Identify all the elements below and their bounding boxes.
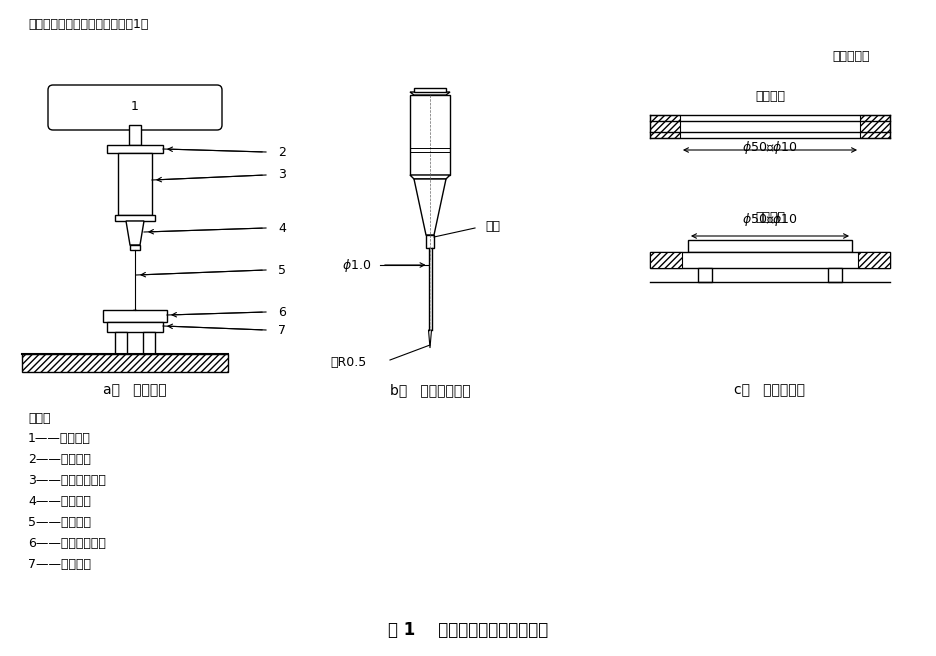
Bar (650, 115, 680, 138)
Text: 4——连接头；: 4——连接头； (28, 495, 91, 508)
Bar (118, 153, 152, 215)
Bar (698, 268, 712, 282)
Text: 5: 5 (278, 264, 286, 276)
Text: 7: 7 (278, 323, 286, 337)
Bar (143, 332, 155, 354)
Bar (107, 322, 163, 332)
Text: 敛入: 敛入 (485, 220, 500, 232)
Text: 2——安装台；: 2——安装台； (28, 453, 91, 466)
Polygon shape (126, 221, 144, 245)
Bar (22, 354, 228, 372)
Bar (858, 252, 890, 268)
Text: 6: 6 (278, 306, 285, 319)
Text: 3: 3 (278, 169, 285, 182)
Bar (828, 268, 842, 282)
Text: 1——十字头；: 1——十字头； (28, 432, 91, 445)
Bar (414, 88, 446, 92)
Text: 耕穿刺力试验装置基本构造如图1。: 耕穿刺力试验装置基本构造如图1。 (28, 18, 149, 31)
Text: a）   试验装置: a） 试验装置 (103, 383, 167, 397)
Bar (129, 125, 141, 145)
Text: 6——试样固定环；: 6——试样固定环； (28, 537, 106, 550)
Text: 球R0.5: 球R0.5 (330, 356, 366, 369)
Bar (103, 310, 167, 322)
Polygon shape (134, 310, 137, 325)
Bar (426, 235, 434, 248)
Text: 下夹持环: 下夹持环 (755, 211, 785, 224)
Text: 图 1    耕穿刺力试验装置示意图: 图 1 耕穿刺力试验装置示意图 (388, 621, 548, 639)
Text: 4: 4 (278, 222, 285, 234)
Text: $\phi$50或$\phi$10: $\phi$50或$\phi$10 (742, 211, 797, 228)
Polygon shape (410, 92, 450, 95)
Text: 7——支撑台。: 7——支撑台。 (28, 558, 91, 571)
Text: 上夹持环: 上夹持环 (755, 90, 785, 103)
Bar (410, 95, 450, 175)
Polygon shape (410, 175, 450, 179)
Text: 3——负载传感器；: 3——负载传感器； (28, 474, 106, 487)
Text: 1: 1 (131, 100, 139, 113)
Polygon shape (429, 330, 431, 348)
Bar (860, 115, 890, 138)
Text: b）   钉针固定装置: b） 钉针固定装置 (389, 383, 470, 397)
Text: 2: 2 (278, 146, 285, 159)
Bar (650, 252, 682, 268)
Bar (115, 332, 127, 354)
Text: $\phi$50或$\phi$10: $\phi$50或$\phi$10 (742, 139, 797, 156)
Bar (115, 215, 155, 221)
Bar (107, 145, 163, 153)
Text: c）   试样固定环: c） 试样固定环 (735, 383, 806, 397)
Bar (130, 245, 140, 250)
Text: 说明：: 说明： (28, 412, 51, 425)
Text: 单位为毫米: 单位为毫米 (832, 50, 870, 63)
Bar (688, 240, 852, 252)
Text: 5——穿刺针；: 5——穿刺针； (28, 516, 91, 529)
Polygon shape (414, 179, 446, 235)
Bar (650, 252, 890, 268)
FancyBboxPatch shape (48, 85, 222, 130)
Text: $\phi$1.0: $\phi$1.0 (342, 256, 372, 274)
